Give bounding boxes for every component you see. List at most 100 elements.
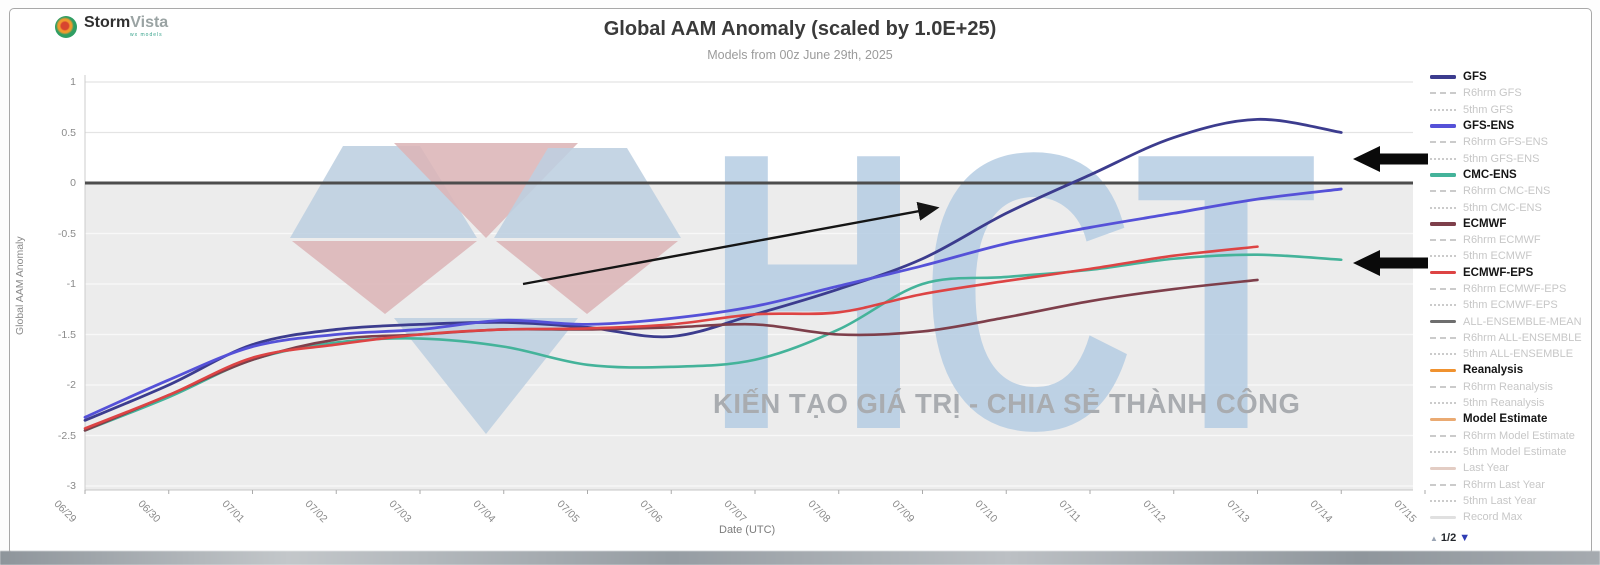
marker-arrow-2 xyxy=(1353,250,1428,276)
legend-label: 5thm ECMWF-EPS xyxy=(1463,299,1558,312)
marker-arrow-1 xyxy=(1353,146,1428,172)
series-line-ecmwf-eps xyxy=(83,245,1259,430)
legend-item-last-year[interactable]: Last Year xyxy=(1430,460,1598,476)
legend-label: R6hrm ECMWF xyxy=(1463,234,1541,247)
stormvista-logo[interactable]: StormVista wx models xyxy=(55,15,168,38)
legend-swatch xyxy=(1430,450,1456,453)
legend-item-record-max[interactable]: Record Max xyxy=(1430,509,1598,525)
legend-page-up-icon[interactable]: ▲ xyxy=(1430,533,1438,543)
legend-swatch xyxy=(1430,173,1456,177)
legend-label: R6hrm CMC-ENS xyxy=(1463,185,1551,198)
legend-item-5thm-model-estimate[interactable]: 5thm Model Estimate xyxy=(1430,444,1598,460)
legend: GFS R6hrm GFS 5thm GFS GFS-ENS R6hrm GFS-ENS… xyxy=(1430,69,1598,547)
legend-label: ECMWF xyxy=(1463,217,1507,230)
legend-pagination: ▲ 1/2 ▼ xyxy=(1430,529,1598,547)
legend-item-5thm-cmc-ens[interactable]: 5thm CMC-ENS xyxy=(1430,199,1598,215)
brand-tagline: wx models xyxy=(130,32,163,38)
legend-item-r6hrm-ecmwf-eps[interactable]: R6hrm ECMWF-EPS xyxy=(1430,281,1598,297)
brand-name-bold: Storm xyxy=(84,14,131,31)
legend-item-5thm-gfs[interactable]: 5thm GFS xyxy=(1430,102,1598,118)
legend-swatch xyxy=(1430,320,1456,324)
trend-annotation-arrow xyxy=(522,201,940,286)
legend-swatch xyxy=(1430,483,1456,486)
legend-item-r6hrm-all-ensemble[interactable]: R6hrm ALL-ENSEMBLE xyxy=(1430,330,1598,346)
legend-item-r6hrm-last-year[interactable]: R6hrm Last Year xyxy=(1430,476,1598,492)
legend-label: Reanalysis xyxy=(1463,364,1524,377)
legend-label: ECMWF-EPS xyxy=(1463,266,1534,279)
legend-item-r6hrm-ecmwf[interactable]: R6hrm ECMWF xyxy=(1430,232,1598,248)
legend-label: R6hrm GFS xyxy=(1463,87,1522,100)
legend-label: GFS xyxy=(1463,71,1487,84)
legend-swatch xyxy=(1430,108,1456,111)
legend-label: R6hrm Model Estimate xyxy=(1463,429,1575,442)
legend-label: Record Max xyxy=(1463,511,1523,524)
legend-swatch xyxy=(1430,75,1456,79)
legend-item-r6hrm-cmc-ens[interactable]: R6hrm CMC-ENS xyxy=(1430,183,1598,199)
legend-swatch xyxy=(1430,515,1456,519)
legend-label: 5thm ALL-ENSEMBLE xyxy=(1463,348,1574,361)
legend-label: R6hrm ALL-ENSEMBLE xyxy=(1463,331,1582,344)
watermark-logo xyxy=(290,143,681,434)
legend-page-down-icon[interactable]: ▼ xyxy=(1459,532,1471,545)
legend-swatch xyxy=(1430,157,1456,160)
legend-item-r6hrm-gfs[interactable]: R6hrm GFS xyxy=(1430,85,1598,101)
legend-swatch xyxy=(1430,141,1456,144)
legend-swatch xyxy=(1430,270,1456,275)
legend-swatch xyxy=(1430,336,1456,339)
legend-label: Last Year xyxy=(1463,462,1509,475)
legend-label: 5thm Last Year xyxy=(1463,494,1537,507)
series-line-gfs xyxy=(83,117,1343,422)
legend-swatch xyxy=(1430,466,1456,470)
legend-item-r6hrm-gfs-ens[interactable]: R6hrm GFS-ENS xyxy=(1430,134,1598,150)
legend-swatch xyxy=(1430,353,1456,356)
bottom-edge-artifact xyxy=(0,551,1600,565)
legend-swatch xyxy=(1430,222,1456,226)
legend-label: R6hrm ECMWF-EPS xyxy=(1463,283,1567,295)
legend-label: ALL-ENSEMBLE-MEAN xyxy=(1463,315,1582,328)
legend-label: 5thm Model Estimate xyxy=(1463,445,1567,458)
legend-item-r6hrm-model-estimate[interactable]: R6hrm Model Estimate xyxy=(1430,428,1598,444)
brand-name-light: Vista xyxy=(130,14,169,31)
legend-item-5thm-last-year[interactable]: 5thm Last Year xyxy=(1430,493,1598,509)
legend-item-model-estimate[interactable]: Model Estimate xyxy=(1430,411,1598,427)
legend-label: Model Estimate xyxy=(1463,413,1548,426)
legend-swatch xyxy=(1430,92,1456,95)
legend-item-reanalysis[interactable]: Reanalysis xyxy=(1430,362,1598,378)
legend-swatch xyxy=(1430,239,1456,242)
legend-item-5thm-ecmwf-eps[interactable]: 5thm ECMWF-EPS xyxy=(1430,297,1598,313)
legend-swatch xyxy=(1430,499,1456,502)
watermark-slogan: KIẾN TẠO GIÁ TRỊ - CHIA SẺ THÀNH CÔNG xyxy=(713,387,1300,419)
series-line-gfs-ens xyxy=(83,187,1343,419)
legend-item-gfs-ens[interactable]: GFS-ENS xyxy=(1430,118,1598,134)
legend-item-gfs[interactable]: GFS xyxy=(1430,69,1598,85)
legend-swatch xyxy=(1430,124,1456,128)
legend-label: 5thm GFS-ENS xyxy=(1463,152,1540,165)
legend-label: 5thm Reanalysis xyxy=(1463,397,1545,410)
annotation-arrows xyxy=(522,146,1428,286)
legend-label: R6hrm Reanalysis xyxy=(1463,380,1553,393)
legend-item-ecmwf[interactable]: ECMWF xyxy=(1430,216,1598,232)
legend-item-all-ensemble-mean[interactable]: ALL-ENSEMBLE-MEAN xyxy=(1430,313,1598,329)
legend-swatch xyxy=(1430,402,1456,405)
legend-item-r6hrm-reanalysis[interactable]: R6hrm Reanalysis xyxy=(1430,379,1598,395)
stormvista-globe-icon xyxy=(55,16,77,38)
legend-label: CMC-ENS xyxy=(1463,168,1517,181)
legend-item-5thm-gfs-ens[interactable]: 5thm GFS-ENS xyxy=(1430,150,1598,166)
legend-swatch xyxy=(1430,206,1456,209)
legend-swatch xyxy=(1430,368,1456,373)
legend-item-ecmwf-eps[interactable]: ECMWF-EPS xyxy=(1430,265,1598,281)
legend-swatch xyxy=(1430,190,1456,193)
legend-item-5thm-all-ensemble[interactable]: 5thm ALL-ENSEMBLE xyxy=(1430,346,1598,362)
legend-swatch xyxy=(1430,255,1456,258)
legend-item-5thm-reanalysis[interactable]: 5thm Reanalysis xyxy=(1430,395,1598,411)
legend-label: R6hrm GFS-ENS xyxy=(1463,136,1548,149)
legend-page-number: 1/2 xyxy=(1440,532,1457,545)
legend-swatch xyxy=(1430,434,1456,437)
legend-item-cmc-ens[interactable]: CMC-ENS xyxy=(1430,167,1598,183)
legend-label: R6hrm Last Year xyxy=(1463,478,1545,491)
legend-swatch xyxy=(1430,288,1456,290)
legend-item-5thm-ecmwf[interactable]: 5thm ECMWF xyxy=(1430,248,1598,264)
legend-swatch xyxy=(1430,417,1456,422)
